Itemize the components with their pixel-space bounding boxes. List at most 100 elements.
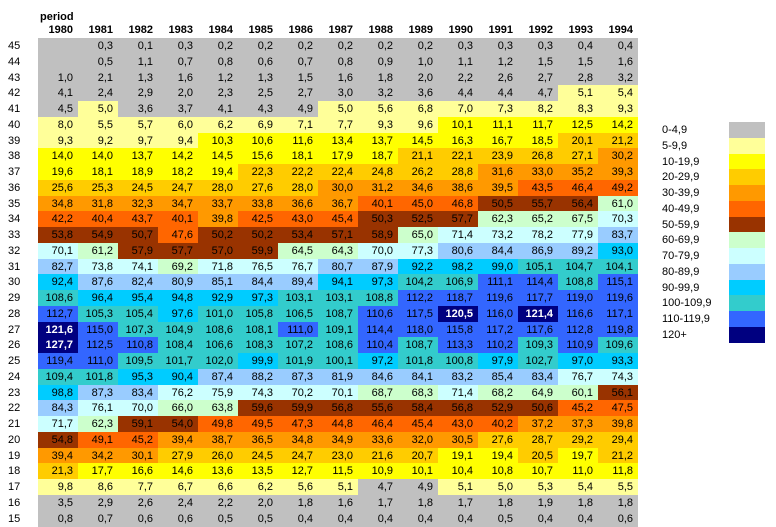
cell: 10,1: [438, 116, 478, 133]
cell: 73,2: [478, 227, 518, 243]
cell: 89,2: [558, 242, 598, 259]
year-header: 1991: [488, 24, 513, 36]
year-header: 1987: [328, 24, 353, 36]
cell: 11,5: [318, 463, 358, 480]
cell: 99,9: [238, 353, 278, 369]
cell: 0,7: [278, 53, 318, 70]
cell: 0,3: [158, 38, 198, 54]
cell: 0,6: [158, 510, 198, 527]
cell: 84,1: [398, 368, 438, 385]
cell: 80,7: [318, 258, 358, 275]
cell: 119,0: [558, 290, 598, 306]
cell: 80,9: [158, 274, 198, 291]
cell: 108,8: [358, 290, 398, 306]
cell: 50,7: [118, 227, 158, 243]
cell: 74,3: [598, 368, 638, 385]
cell: 47,5: [598, 400, 638, 417]
cell: 5,1: [558, 85, 598, 102]
cell: 76,2: [158, 384, 198, 401]
legend-swatch: [729, 263, 765, 280]
cell: 22,4: [318, 164, 358, 180]
cell: 18,9: [118, 164, 158, 180]
cell: 23,9: [478, 148, 518, 165]
legend-swatch: [729, 295, 765, 312]
cell: 1,6: [318, 494, 358, 511]
cell: 24,7: [278, 447, 318, 464]
cell: 5,6: [358, 101, 398, 117]
cell: 8,2: [518, 101, 558, 117]
cell: 87,9: [358, 258, 398, 275]
cell: 39,8: [598, 416, 638, 432]
cell: 30,1: [118, 447, 158, 464]
cell: 61,2: [78, 242, 118, 259]
cell: 2,9: [78, 494, 118, 511]
cell: 0,5: [238, 510, 278, 527]
cell: 47,3: [278, 416, 318, 432]
cell: 53,8: [38, 227, 78, 243]
cell: 10,4: [438, 463, 478, 480]
legend-label: 40-49,9: [662, 202, 700, 215]
cell: 117,5: [398, 305, 438, 322]
cell: 119,4: [38, 353, 78, 369]
cell: 118,7: [438, 290, 478, 306]
cell: 76,5: [238, 258, 278, 275]
cell: 0,4: [558, 38, 598, 54]
cell: 108,1: [238, 321, 278, 338]
cell: 108,4: [158, 337, 198, 354]
cell: 1,3: [238, 69, 278, 86]
cell: 0,8: [38, 510, 78, 527]
cell: 107,2: [278, 337, 318, 354]
legend-swatch: [729, 200, 765, 217]
cell: 114,4: [518, 274, 558, 291]
cell: 11,7: [518, 116, 558, 133]
cell: 25,3: [78, 179, 118, 196]
cell: 104,2: [398, 274, 438, 291]
cell: 109,4: [38, 368, 78, 385]
cell: 14,2: [158, 148, 198, 165]
cell: 5,5: [598, 479, 638, 495]
cell: 82,4: [118, 274, 158, 291]
cell: 35,2: [558, 164, 598, 180]
legend-label: 120+: [662, 328, 687, 341]
cell: 28,8: [438, 164, 478, 180]
age-label: 22: [8, 402, 21, 415]
cell: 119,8: [598, 321, 638, 338]
cell: 12,5: [558, 116, 598, 133]
cell: 92,2: [398, 258, 438, 275]
cell: 93,3: [598, 353, 638, 369]
cell: 6,2: [238, 479, 278, 495]
cell: 1,2: [198, 69, 238, 86]
cell: 70,3: [598, 211, 638, 228]
cell: 71,7: [38, 416, 78, 432]
cell: 4,5: [38, 101, 78, 117]
cell: 0,4: [358, 510, 398, 527]
cell: 111,0: [278, 321, 318, 338]
cell: 3,2: [358, 85, 398, 102]
cell: 4,4: [478, 85, 518, 102]
cell: 54,9: [78, 227, 118, 243]
cell: 34,2: [78, 447, 118, 464]
cell: 1,8: [558, 494, 598, 511]
legend-label: 60-69,9: [662, 234, 700, 247]
cell: 56,1: [598, 384, 638, 401]
cell: 99,0: [478, 258, 518, 275]
cell: 1,5: [558, 53, 598, 70]
cell: 86,9: [518, 242, 558, 259]
cell: 39,4: [38, 447, 78, 464]
cell: 4,9: [278, 101, 318, 117]
cell: 43,5: [518, 179, 558, 196]
cell: 55,6: [358, 400, 398, 417]
cell: 34,8: [278, 431, 318, 448]
cell: 33,7: [198, 195, 238, 212]
cell: 5,7: [118, 116, 158, 133]
age-label: 16: [8, 496, 21, 509]
cell: 34,6: [398, 179, 438, 196]
cell: 117,6: [518, 321, 558, 338]
legend-swatch: [729, 248, 765, 264]
cell: 2,7: [278, 85, 318, 102]
cell: 43,0: [438, 416, 478, 432]
age-label: 23: [8, 386, 21, 399]
legend-label: 80-89,9: [662, 265, 700, 278]
cell: 1,3: [118, 69, 158, 86]
cell: 31,2: [358, 179, 398, 196]
